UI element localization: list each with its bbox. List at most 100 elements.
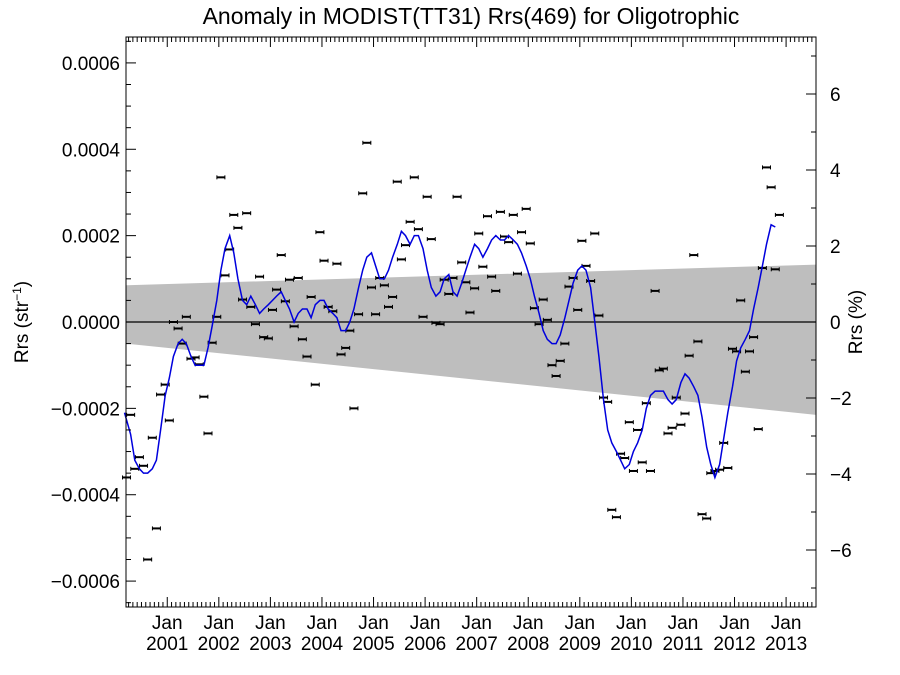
x-tick-label-month: Jan [307, 613, 338, 634]
data-point [702, 516, 712, 521]
data-point [418, 314, 428, 319]
data-point [388, 294, 398, 299]
x-tick-label-month: Jan [255, 613, 286, 634]
data-point [645, 468, 655, 473]
data-point [650, 288, 660, 293]
data-point [319, 258, 329, 263]
data-point [332, 261, 342, 266]
data-point [521, 206, 531, 211]
data-point [555, 358, 565, 363]
data-point [302, 354, 312, 359]
x-tick-label-month: Jan [668, 613, 699, 634]
data-point [723, 465, 733, 470]
data-point [151, 526, 161, 531]
data-point [336, 352, 346, 357]
data-point [229, 212, 239, 217]
right-tick-label: 6 [830, 85, 841, 106]
right-axis-label: Rrs (%) [846, 290, 867, 354]
right-tick-label: 2 [830, 237, 841, 258]
x-tick-label-year: 2004 [301, 634, 344, 655]
data-point [126, 412, 136, 417]
data-point [164, 418, 174, 423]
data-point [628, 468, 638, 473]
x-tick-label-year: 2007 [456, 634, 498, 655]
data-point [168, 320, 178, 324]
x-axis: Jan2001Jan2002Jan2003Jan2004Jan2005Jan20… [128, 37, 813, 655]
data-point [130, 466, 140, 471]
data-point [383, 304, 393, 309]
data-point [474, 231, 484, 236]
data-point [156, 392, 166, 397]
x-tick-label-year: 2002 [198, 634, 240, 655]
x-tick-label-year: 2008 [507, 634, 549, 655]
left-axis-label: Rrs (str−1) [10, 281, 33, 363]
data-point [684, 353, 694, 358]
smoothed-series-line [123, 223, 776, 480]
data-point [306, 294, 316, 299]
data-point [293, 275, 303, 280]
data-point [483, 214, 493, 219]
data-point [315, 230, 325, 235]
data-point [774, 212, 784, 217]
data-point [547, 363, 557, 368]
chart-title: Anomaly in MODIST(TT31) Rrs(469) for Oli… [203, 3, 740, 29]
data-point [761, 165, 771, 170]
data-point [457, 260, 467, 265]
data-point [341, 345, 351, 350]
data-point [379, 283, 389, 288]
data-point [504, 240, 514, 245]
left-tick-label: 0.0002 [62, 227, 120, 248]
uncertainty-band [126, 264, 816, 415]
x-tick-label-month: Jan [513, 613, 544, 634]
data-point [409, 175, 419, 180]
data-point [349, 406, 359, 411]
left-axis-label-sup: −1 [10, 287, 24, 301]
left-tick-label: 0.0000 [62, 313, 120, 334]
data-point [203, 431, 213, 436]
left-axis-label-main: Rrs (str [12, 300, 33, 363]
data-point [396, 257, 406, 262]
x-tick-label-year: 2001 [146, 634, 188, 655]
data-point [624, 420, 634, 425]
data-point [272, 287, 282, 292]
data-point [250, 322, 260, 327]
plot-layer [122, 140, 816, 562]
right-tick-label: −2 [830, 389, 852, 410]
data-point [216, 175, 226, 180]
left-tick-label: 0.0004 [62, 140, 121, 161]
x-tick-label-month: Jan [461, 613, 492, 634]
data-point [663, 431, 673, 436]
x-tick-label-month: Jan [771, 613, 802, 634]
data-point [676, 422, 686, 427]
data-point [354, 312, 364, 317]
data-point [487, 274, 497, 279]
data-point [573, 307, 583, 312]
data-point [134, 455, 144, 460]
data-point [199, 394, 209, 399]
data-point [551, 373, 561, 378]
left-y-axis: 0.0006 0.0004 0.0002 0.0000 −0.0002 −0.0004 −0… [51, 40, 136, 604]
x-tick-label-year: 2012 [713, 634, 755, 655]
data-point [693, 339, 703, 344]
data-point [470, 286, 480, 291]
data-point [255, 274, 265, 279]
left-axis-label-end: ) [12, 281, 33, 287]
data-point [452, 194, 462, 199]
data-point [366, 285, 376, 290]
data-point [658, 366, 668, 371]
data-point [517, 230, 527, 235]
data-point [405, 219, 415, 224]
data-point [147, 435, 157, 440]
data-point [766, 185, 776, 190]
data-point [697, 512, 707, 517]
data-point [465, 310, 475, 315]
x-tick-label-year: 2005 [352, 634, 394, 655]
x-tick-label-month: Jan [152, 613, 183, 634]
data-point [749, 335, 759, 340]
x-tick-label-year: 2013 [765, 634, 807, 655]
data-point [542, 317, 552, 322]
data-point [512, 271, 522, 276]
data-point [122, 475, 132, 480]
x-tick-label-month: Jan [410, 613, 441, 634]
